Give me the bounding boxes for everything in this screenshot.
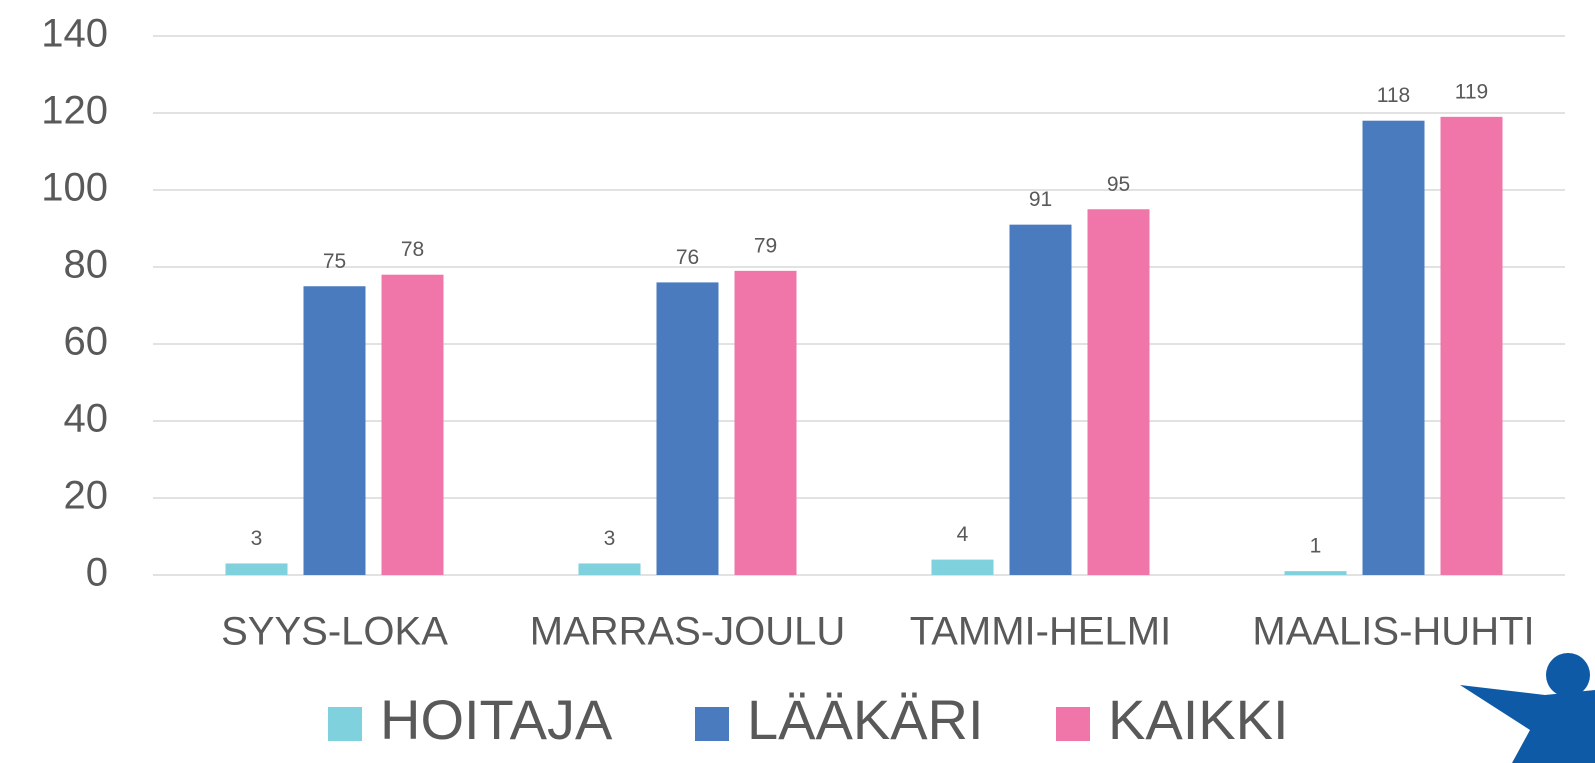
x-tick-label: MAALIS-HUHTI [1252,610,1534,654]
legend-swatch [1056,707,1090,741]
x-tick-label: SYYS-LOKA [221,610,448,654]
bar [225,563,288,575]
legend-label: KAIKKI [1108,688,1289,751]
legend-label: LÄÄKÄRI [747,688,984,751]
legend-label: HOITAJA [380,688,613,751]
value-label: 78 [401,238,424,261]
y-tick-label: 80 [64,243,109,287]
bar [656,282,719,575]
bar [578,563,641,575]
value-label: 118 [1377,84,1410,107]
bar [734,270,797,575]
bar [1440,116,1503,575]
y-tick-label: 140 [41,12,108,56]
y-tick-label: 40 [64,397,109,441]
bar [1087,209,1150,575]
value-label: 76 [676,246,699,269]
value-label: 3 [604,527,616,550]
logo [1460,653,1595,763]
bar [1362,120,1425,575]
value-label: 1 [1310,535,1322,558]
x-tick-label: MARRAS-JOULU [530,610,846,654]
value-label: 4 [957,523,969,546]
bar [303,286,366,575]
y-tick-label: 60 [64,320,109,364]
legend-swatch [328,707,362,741]
y-tick-label: 120 [41,89,108,133]
value-label: 75 [323,250,346,273]
value-label: 79 [754,234,777,257]
y-tick-label: 20 [64,474,109,518]
x-tick-label: TAMMI-HELMI [910,610,1171,654]
y-tick-label: 0 [86,551,108,595]
value-label: 119 [1455,80,1488,103]
bar [931,559,994,575]
bar [381,274,444,575]
value-label: 91 [1029,188,1052,211]
value-label: 3 [251,527,263,550]
y-tick-label: 100 [41,166,108,210]
bar [1009,224,1072,575]
bar [1284,571,1347,575]
value-label: 95 [1107,173,1130,196]
legend-swatch [695,707,729,741]
